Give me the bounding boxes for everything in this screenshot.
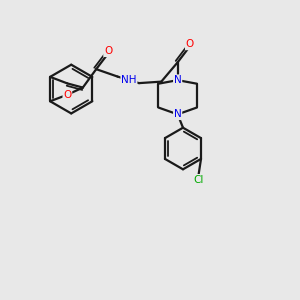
Text: O: O: [63, 90, 71, 100]
Text: O: O: [104, 46, 112, 56]
Text: NH: NH: [121, 75, 137, 85]
Text: N: N: [174, 109, 182, 119]
Text: O: O: [186, 40, 194, 50]
Text: Cl: Cl: [194, 175, 204, 185]
Text: N: N: [174, 75, 182, 85]
